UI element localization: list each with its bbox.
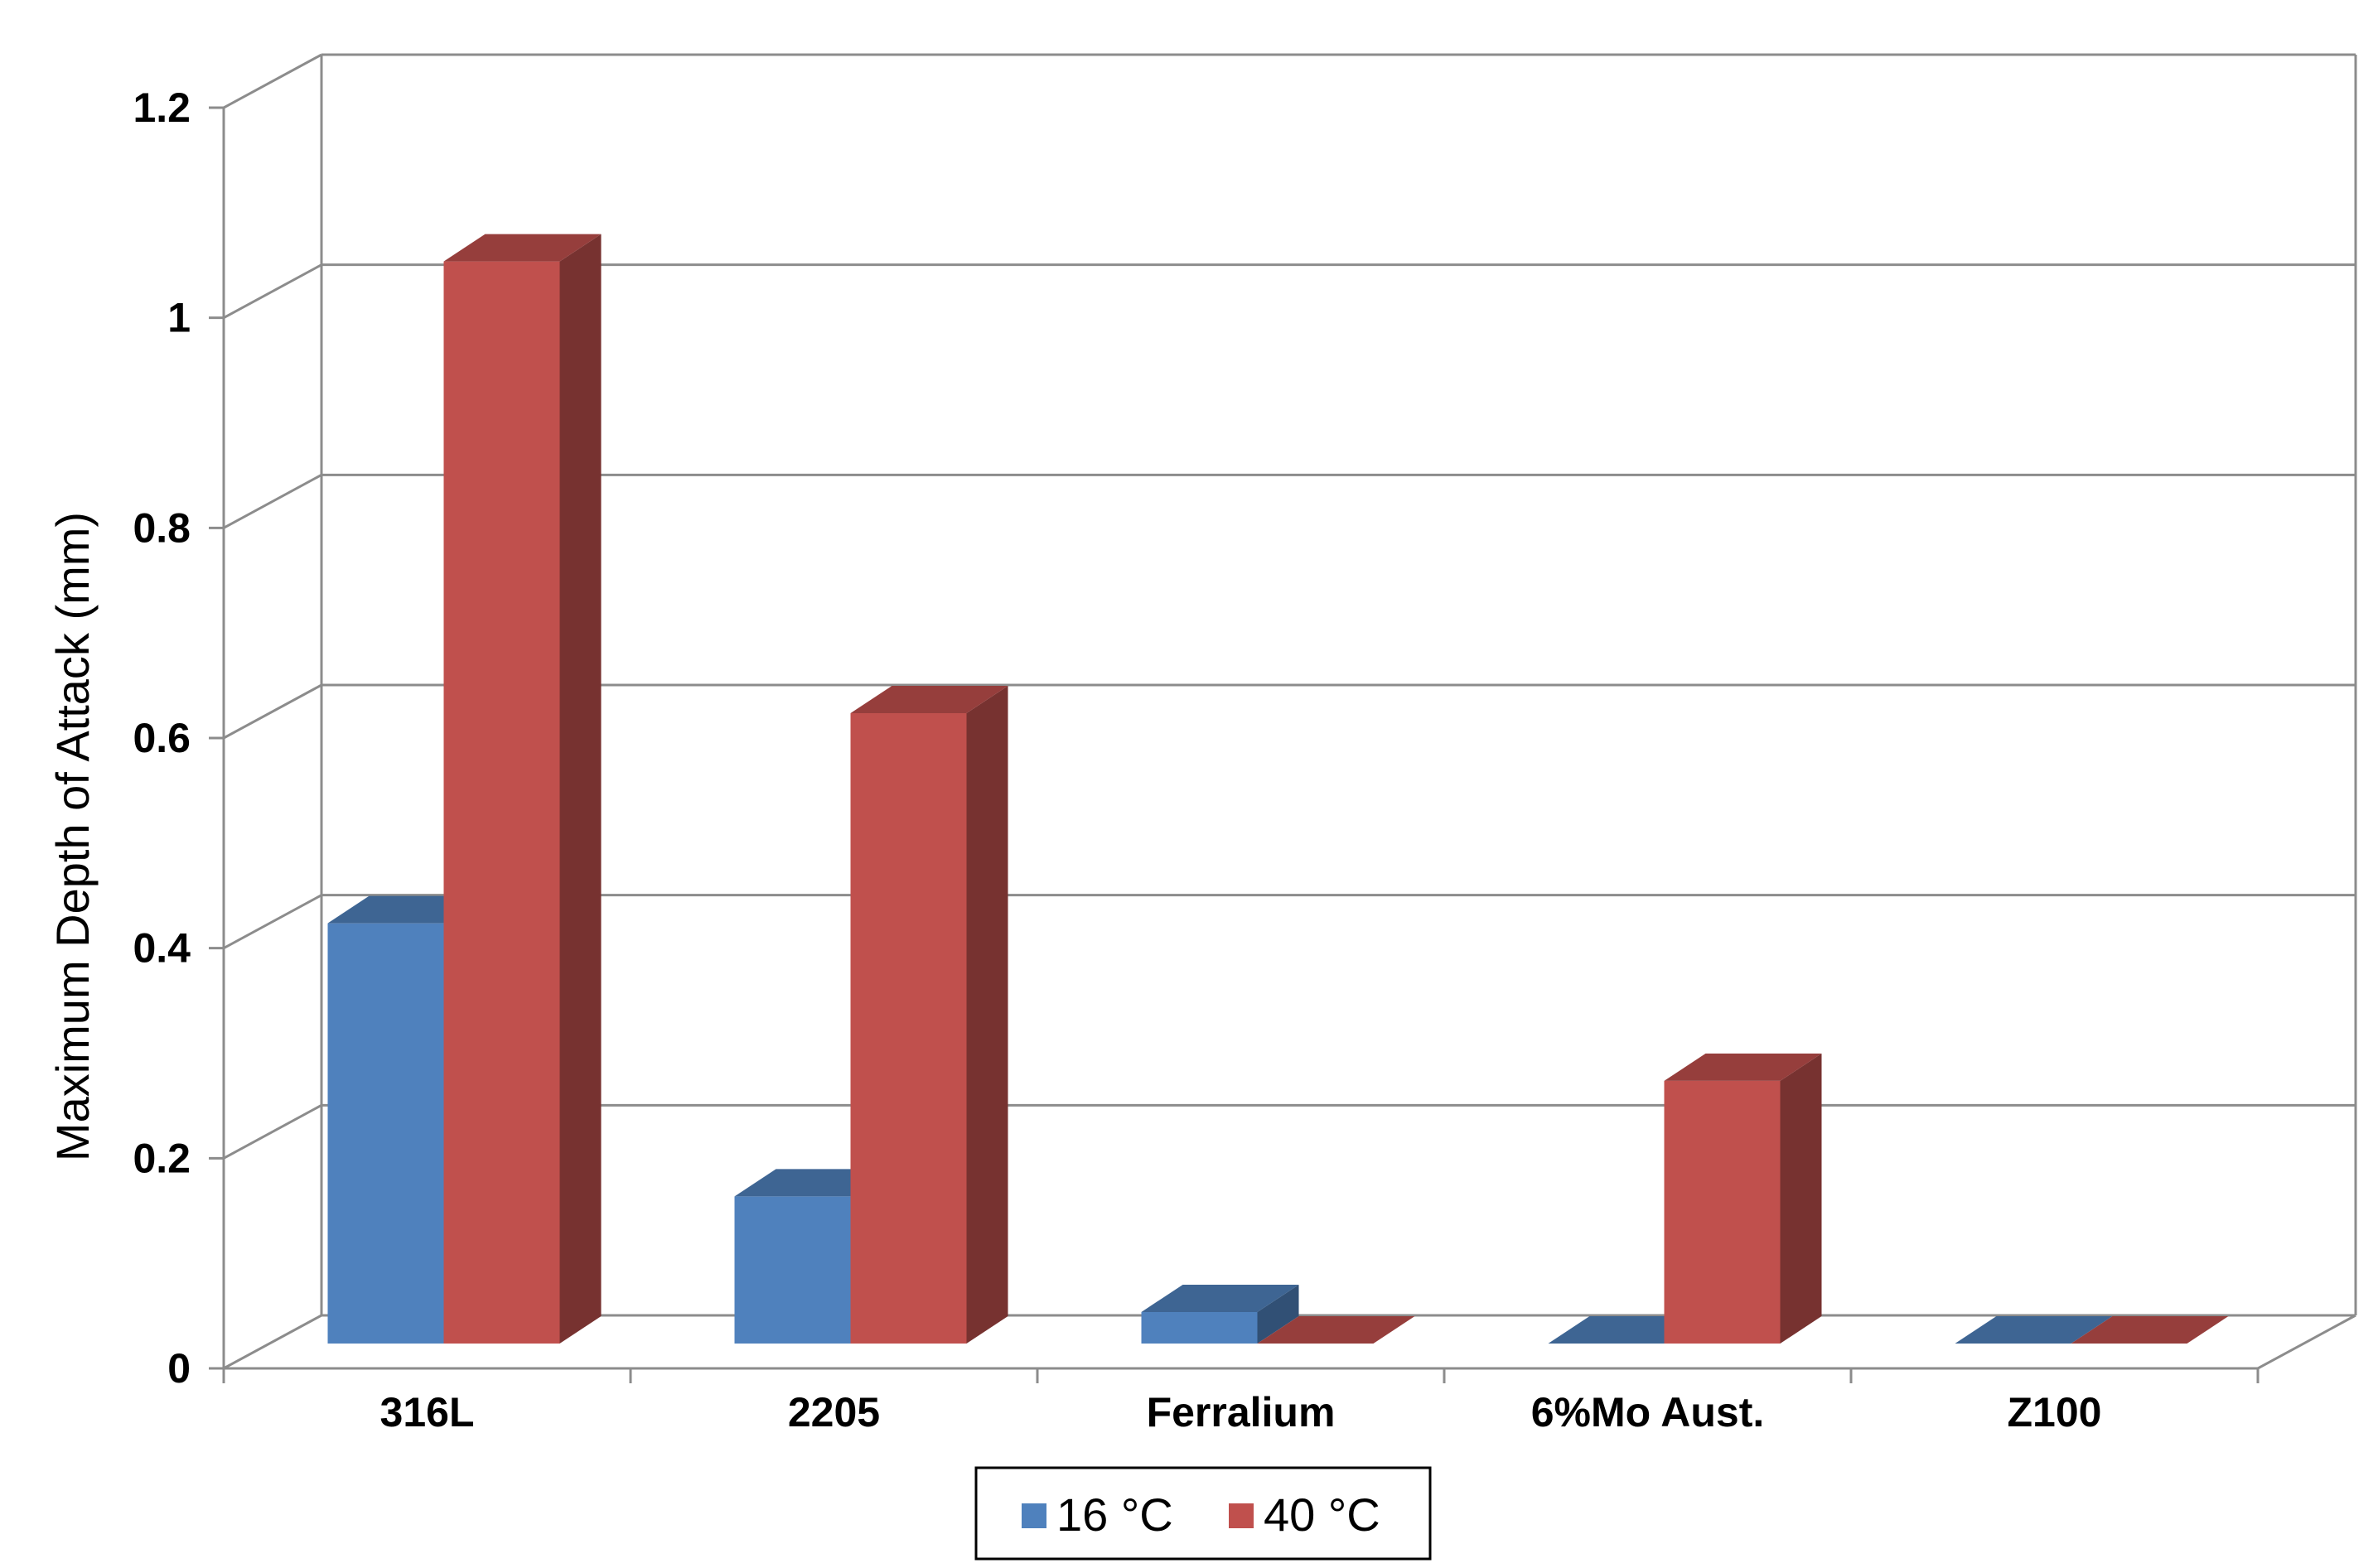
bar-top	[443, 234, 602, 262]
bar-side	[1780, 1053, 1822, 1344]
bar-front	[1141, 1311, 1258, 1344]
bar	[1141, 1284, 1299, 1344]
bar-side	[1257, 1284, 1299, 1344]
bar-front	[850, 713, 967, 1344]
gridlines	[223, 53, 2356, 1370]
bars	[327, 234, 2229, 1344]
gridline-side	[223, 263, 322, 319]
x-category-label: 2205	[788, 1389, 880, 1435]
legend-label: 40 °C	[1264, 1488, 1380, 1541]
y-axis-label: Maximum Depth of Attack (mm)	[46, 512, 99, 1161]
legend-swatch	[1022, 1503, 1046, 1528]
gridline-side	[223, 683, 322, 740]
bar	[1257, 1316, 1415, 1344]
bar-side	[966, 686, 1008, 1344]
gridline-side	[223, 1314, 322, 1370]
bar-top	[1955, 1316, 2113, 1344]
y-tick-label: 0.8	[133, 504, 191, 551]
y-tick-label: 1.2	[133, 84, 191, 131]
bar	[1664, 1053, 1822, 1344]
bar-top	[1664, 1053, 1822, 1081]
gridline-side	[223, 1104, 322, 1160]
x-category-label: 316L	[380, 1389, 475, 1435]
legend-box	[974, 1466, 1432, 1561]
floor-right-edge	[2257, 1314, 2356, 1370]
bar	[2071, 1316, 2229, 1344]
bar-side	[559, 234, 602, 1344]
bar	[1955, 1316, 2113, 1344]
y-tick-label: 0	[167, 1345, 191, 1392]
bar	[443, 234, 602, 1344]
y-tick-labels: 0 0.2 0.4 0.6 0.8 1 1.2	[133, 84, 191, 1392]
bar-front	[734, 1196, 851, 1344]
bar-top	[1257, 1316, 1415, 1344]
x-category-label: 6%Mo Aust.	[1531, 1389, 1765, 1435]
y-tick-label: 1	[167, 295, 191, 341]
gridline-side	[223, 474, 322, 529]
y-tick-label: 0.6	[133, 715, 191, 761]
gridline-side	[223, 894, 322, 949]
bar-front	[1664, 1080, 1781, 1344]
bar-top	[850, 686, 1008, 713]
x-category-label: Z100	[2008, 1389, 2102, 1435]
bar-top	[1141, 1284, 1299, 1312]
gridline-side	[223, 53, 322, 109]
legend[interactable]: 16 °C 40 °C	[974, 1466, 1432, 1561]
bar-top	[2071, 1316, 2229, 1344]
legend-swatch	[1229, 1503, 1254, 1528]
bar	[850, 686, 1008, 1344]
legend-label: 16 °C	[1056, 1488, 1173, 1541]
bar-front	[327, 923, 444, 1344]
x-category-label: Ferralium	[1147, 1389, 1336, 1435]
bar-front	[443, 261, 560, 1344]
y-tick-label: 0.4	[133, 925, 191, 972]
axes	[209, 106, 2356, 1383]
y-tick-label: 0.2	[133, 1135, 191, 1181]
x-category-labels: 316L 2205 Ferralium 6%Mo Aust. Z100	[380, 1389, 2102, 1435]
